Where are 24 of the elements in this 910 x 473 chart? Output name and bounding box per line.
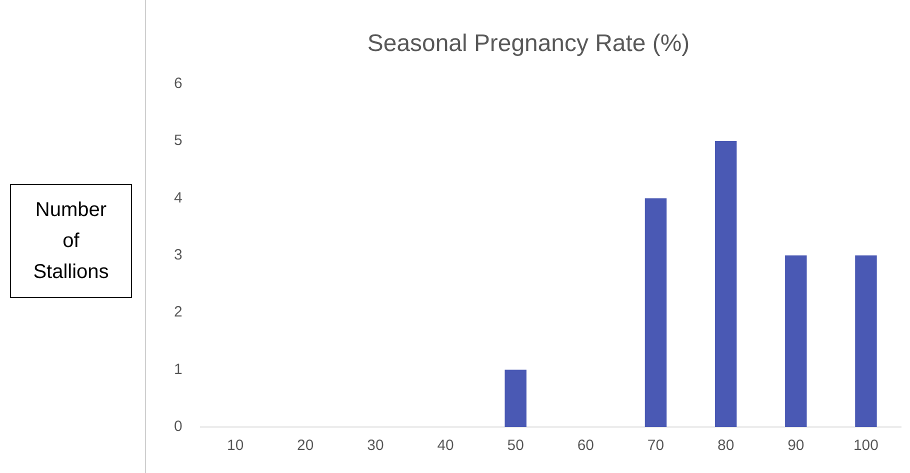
x-tick-label: 60 [577,437,594,454]
x-tick-label: 40 [437,437,454,454]
y-tick-label: 5 [174,132,182,150]
bar [855,255,877,427]
x-tick-label: 30 [367,437,384,454]
y-tick-label: 0 [174,418,182,436]
y-axis-title: Number of Stallions [33,198,109,284]
x-tick-label: 70 [647,437,664,454]
bar [785,255,807,427]
bar [714,141,737,427]
x-tick-label: 20 [297,437,314,454]
bar [504,370,526,427]
x-tick-label: 90 [788,437,804,454]
y-tick-label: 2 [174,304,182,321]
chart-title: Seasonal Pregnancy Rate (%) [367,30,690,58]
y-tick-label: 4 [174,189,182,206]
bar [644,198,667,427]
y-tick-label: 3 [174,246,182,264]
x-tick-label: 10 [226,437,244,454]
y-tick-label: 1 [174,360,182,378]
y-tick-label: 6 [174,74,182,92]
x-tick-label: 80 [717,437,734,454]
x-tick-label: 100 [853,437,878,454]
x-tick-label: 50 [507,437,524,454]
